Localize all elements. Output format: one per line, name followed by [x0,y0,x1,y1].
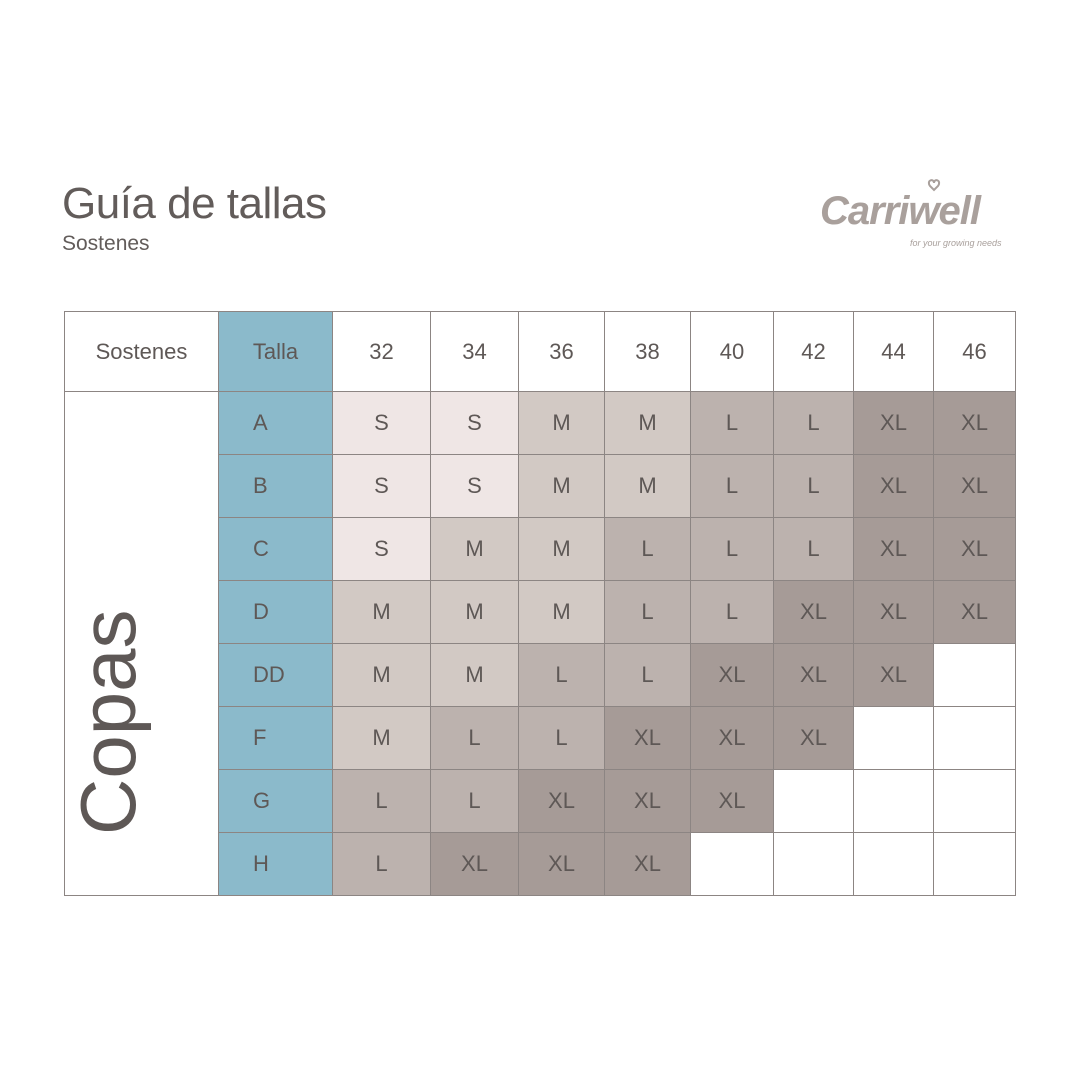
size-cell: XL [774,644,854,707]
size-cell: S [333,518,431,581]
size-cell: XL [605,707,691,770]
band-size-header: 44 [854,312,934,392]
size-cell: XL [854,455,934,518]
cup-label: B [219,455,333,518]
size-cell: XL [854,581,934,644]
size-cell [774,833,854,896]
size-cell: L [691,581,774,644]
size-cell: L [774,392,854,455]
size-cell: M [431,644,519,707]
size-cell [934,770,1016,833]
size-cell [774,770,854,833]
cup-label: H [219,833,333,896]
page-subtitle: Sostenes [62,232,150,255]
size-cell: M [519,518,605,581]
band-size-header: 46 [934,312,1016,392]
size-cell: M [605,392,691,455]
size-cell: L [691,518,774,581]
size-cell: L [605,581,691,644]
band-size-header: 40 [691,312,774,392]
band-size-header: 34 [431,312,519,392]
size-cell: L [774,518,854,581]
size-cell: M [605,455,691,518]
size-cell [854,770,934,833]
copas-text: Copas [64,609,152,835]
size-cell: L [691,392,774,455]
size-cell [934,707,1016,770]
cup-label: G [219,770,333,833]
cup-label: D [219,581,333,644]
size-cell: L [333,770,431,833]
size-cell: L [605,644,691,707]
size-cell: L [774,455,854,518]
size-cell [854,833,934,896]
size-cell [854,707,934,770]
size-cell: XL [934,392,1016,455]
size-cell: M [519,392,605,455]
size-cell: M [333,644,431,707]
size-cell: XL [605,770,691,833]
copas-label: Copas [64,392,219,896]
cup-label: A [219,392,333,455]
size-cell [691,833,774,896]
size-cell: XL [854,392,934,455]
size-cell: XL [519,770,605,833]
size-table: Sostenes Talla Copas 32 34 36 38 40 42 44 46 A S S… [64,311,1016,896]
size-cell: L [431,707,519,770]
size-cell: L [691,455,774,518]
size-cell: L [431,770,519,833]
size-cell: M [431,518,519,581]
size-cell: L [519,707,605,770]
size-cell: S [333,392,431,455]
cup-label: C [219,518,333,581]
size-cell: XL [854,518,934,581]
size-cell: XL [854,644,934,707]
size-cell: L [333,833,431,896]
size-cell: S [431,455,519,518]
size-cell: XL [934,455,1016,518]
size-cell: M [519,455,605,518]
corner-header: Sostenes [65,312,219,392]
heart-icon [927,179,941,192]
size-cell: M [333,581,431,644]
page-title: Guía de tallas [62,179,327,228]
size-cell: M [431,581,519,644]
logo-tagline: for your growing needs [910,238,1002,248]
size-cell: S [431,392,519,455]
size-cell: XL [774,707,854,770]
size-cell: XL [774,581,854,644]
band-size-header: 42 [774,312,854,392]
cup-label: DD [219,644,333,707]
size-cell: XL [605,833,691,896]
size-cell: L [605,518,691,581]
size-cell [934,833,1016,896]
size-cell: XL [691,644,774,707]
size-cell: M [519,581,605,644]
size-cell: XL [691,770,774,833]
logo-wordmark: Carriwell [820,189,982,233]
band-size-header: 32 [333,312,431,392]
size-cell: XL [934,518,1016,581]
band-size-header: 36 [519,312,605,392]
size-cell: XL [691,707,774,770]
cup-label: F [219,707,333,770]
size-cell [934,644,1016,707]
size-cell: L [519,644,605,707]
talla-header: Talla [219,312,333,392]
carriwell-logo: Carriwell for your growing needs [820,179,1002,248]
size-cell: XL [431,833,519,896]
size-cell: XL [519,833,605,896]
size-cell: S [333,455,431,518]
size-cell: M [333,707,431,770]
band-size-header: 38 [605,312,691,392]
size-cell: XL [934,581,1016,644]
